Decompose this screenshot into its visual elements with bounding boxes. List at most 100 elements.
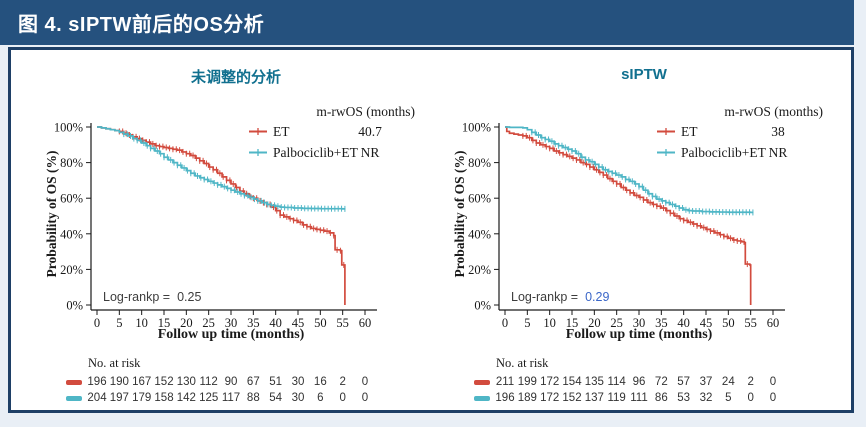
y-tick-label: 20% [60, 263, 83, 277]
risk-count: 96 [632, 376, 646, 388]
logrank-label: Log-rankp = [103, 290, 170, 304]
x-tick-label: 25 [610, 316, 623, 330]
risk-count: 0 [747, 392, 754, 404]
y-tick-label: 20% [468, 263, 491, 277]
risk-row-palbo: 204 197 179 158 142 125 117 88 54 30 6 0 0 [41, 392, 441, 406]
y-tick-label: 40% [60, 227, 83, 241]
x-tick-label: 15 [158, 316, 171, 330]
palbociclib-et-survival-curve [505, 126, 754, 214]
risk-swatch-et-icon [474, 380, 490, 385]
risk-count: 130 [176, 376, 196, 388]
risk-count: 6 [317, 392, 324, 404]
risk-count: 2 [747, 376, 754, 388]
legend-label-et: ET [273, 124, 290, 139]
risk-row-et: 211 199 172 154 135 114 96 72 57 37 24 2 0 [449, 376, 849, 390]
risk-count: 2 [339, 376, 346, 388]
risk-count: 190 [109, 376, 129, 388]
panel-title: sIPTW [621, 66, 667, 83]
risk-count: 135 [584, 376, 604, 388]
risk-count: 5 [725, 392, 732, 404]
risk-swatch-et-icon [66, 380, 82, 385]
risk-count: 158 [154, 392, 174, 404]
legend-header: m-rwOS (months) [316, 104, 415, 119]
risk-count: 197 [109, 392, 129, 404]
x-tick-label: 55 [336, 316, 349, 330]
risk-count: 32 [699, 392, 713, 404]
risk-row-et: 196 190 167 152 130 112 90 67 51 30 16 2 0 [41, 376, 441, 390]
logrank-value: 0.29 [585, 290, 609, 304]
risk-count: 137 [584, 392, 604, 404]
x-axis-label: Follow up time (months) [158, 327, 305, 342]
y-tick-label: 60% [60, 192, 83, 206]
risk-count: 0 [361, 392, 369, 404]
risk-count: 0 [361, 376, 369, 388]
risk-row-palbo: 196 189 172 152 137 119 111 86 53 32 5 0 0 [449, 392, 849, 406]
legend-header: m-rwOS (months) [724, 104, 823, 119]
risk-count: 119 [607, 392, 626, 404]
legend-label-palbo: Palbociclib+ET [273, 145, 359, 160]
risk-count: 172 [540, 392, 560, 404]
x-tick-label: 5 [116, 316, 122, 330]
x-tick-label: 10 [543, 316, 556, 330]
y-axis-label: Probability of OS (%) [44, 151, 59, 278]
x-tick-label: 60 [767, 316, 780, 330]
x-tick-label: 20 [588, 316, 601, 330]
risk-count: 90 [224, 376, 238, 388]
risk-count: 30 [291, 376, 305, 388]
x-tick-label: 55 [744, 316, 757, 330]
x-tick-label: 15 [566, 316, 579, 330]
y-tick-label: 100% [54, 121, 83, 135]
legend-value-et: 40.7 [358, 124, 382, 139]
risk-count: 53 [677, 392, 691, 404]
risk-count: 125 [199, 392, 219, 404]
risk-count: 179 [132, 392, 152, 404]
x-tick-label: 30 [633, 316, 646, 330]
risk-count: 88 [246, 392, 260, 404]
legend-label-et: ET [681, 124, 698, 139]
risk-count: 199 [517, 376, 537, 388]
x-tick-label: 5 [524, 316, 530, 330]
y-tick-label: 0% [474, 299, 491, 313]
risk-count: 152 [562, 392, 582, 404]
x-tick-label: 40 [677, 316, 690, 330]
risk-count: 196 [495, 392, 515, 404]
legend-value-palbo: NR [769, 145, 788, 160]
x-tick-label: 30 [225, 316, 238, 330]
risk-count: 152 [154, 376, 174, 388]
y-tick-label: 0% [66, 299, 83, 313]
x-tick-label: 0 [502, 316, 508, 330]
figure-content-panel: 未调整的分析 Probability of OS (%) Follow up t… [8, 47, 854, 413]
logrank-value: 0.25 [177, 290, 201, 304]
risk-count: 167 [132, 376, 152, 388]
risk-count: 204 [87, 392, 107, 404]
figure-header-bar: 图 4. sIPTW前后的OS分析 [0, 0, 854, 45]
legend-value-palbo: NR [361, 145, 380, 160]
logrank-text: Log-rankp = 0.29 [511, 290, 609, 304]
risk-count: 196 [87, 376, 107, 388]
x-tick-label: 0 [94, 316, 100, 330]
x-tick-label: 50 [722, 316, 735, 330]
risk-count: 189 [517, 392, 537, 404]
risk-count: 54 [269, 392, 283, 404]
km-panel-unadjusted: 未调整的分析 Probability of OS (%) Follow up t… [41, 58, 441, 410]
x-axis-label: Follow up time (months) [566, 327, 713, 342]
risk-count: 37 [699, 376, 713, 388]
panel-title: 未调整的分析 [190, 69, 281, 86]
risk-count: 117 [221, 392, 241, 404]
y-tick-label: 60% [468, 192, 491, 206]
risk-swatch-palbo-icon [474, 396, 490, 401]
x-tick-label: 40 [269, 316, 282, 330]
risk-count: 172 [540, 376, 560, 388]
risk-count: 24 [721, 376, 735, 388]
risk-count: 67 [246, 376, 260, 388]
y-tick-label: 80% [60, 156, 83, 170]
risk-count: 154 [562, 376, 582, 388]
risk-count: 0 [769, 392, 777, 404]
x-tick-label: 50 [314, 316, 327, 330]
x-tick-label: 45 [700, 316, 713, 330]
risk-count: 142 [176, 392, 196, 404]
risk-count: 0 [769, 376, 777, 388]
x-tick-label: 35 [655, 316, 668, 330]
risk-swatch-palbo-icon [66, 396, 82, 401]
risk-count: 30 [291, 392, 305, 404]
